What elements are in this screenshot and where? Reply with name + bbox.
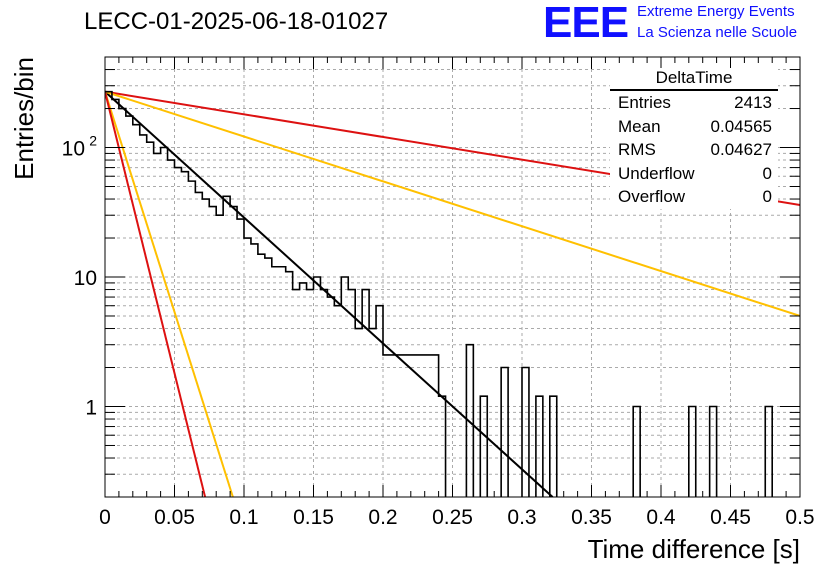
stats-row: Entries 2413	[610, 91, 778, 115]
logo-line-1: Extreme Energy Events	[637, 3, 795, 20]
x-tick-label: 0.5	[785, 506, 814, 529]
stats-row: Mean 0.04565	[610, 115, 778, 139]
x-tick-label: 0.15	[293, 506, 334, 529]
x-ticks	[104, 57, 801, 497]
fit-line	[105, 90, 554, 497]
stats-label: RMS	[618, 140, 656, 159]
stats-value: 0.04627	[710, 140, 772, 159]
fit-line	[105, 90, 800, 317]
y-tick-label: 10	[62, 138, 85, 161]
stats-value: 0.04565	[710, 116, 772, 136]
y-axis-label: Entries/bin	[9, 57, 39, 180]
stats-value: 2413	[734, 93, 772, 112]
fit-line	[105, 91, 234, 497]
histogram-outline	[105, 90, 773, 497]
x-tick-label: 0.45	[710, 506, 751, 529]
x-tick-label: 0.05	[154, 506, 195, 529]
y-ticks	[105, 69, 800, 475]
stats-row: RMS 0.04627	[610, 138, 778, 162]
stats-label: Entries	[618, 93, 671, 112]
stats-box: DeltaTime Entries 2413 Mean 0.04565 RMS …	[610, 68, 778, 209]
chart-title: LECC-01-2025-06-18-01027	[84, 8, 389, 35]
stats-value: 0	[762, 187, 772, 206]
stats-name: DeltaTime	[610, 68, 778, 91]
stats-row: Overflow 0	[610, 185, 778, 209]
y-tick-exponent: 2	[89, 133, 97, 149]
stats-label: Mean	[618, 116, 661, 136]
x-tick-label: 0	[99, 506, 111, 529]
stats-label: Overflow	[618, 187, 686, 206]
x-tick-label: 0.4	[646, 506, 676, 529]
grid	[105, 57, 800, 497]
logo-line-2: La Scienza nelle Scuole	[637, 24, 798, 41]
x-tick-label: 0.3	[507, 506, 536, 529]
stats-value: 0	[762, 163, 772, 183]
y-tick-label: 10	[74, 267, 97, 290]
fit-line	[105, 91, 207, 497]
histogram-bins	[105, 90, 773, 497]
x-axis-label: Time difference [s]	[588, 534, 800, 564]
eee-logo: EEE	[543, 0, 629, 47]
stats-label: Underflow	[618, 163, 695, 183]
y-tick-label: 1	[85, 396, 97, 419]
x-tick-label: 0.1	[229, 506, 258, 529]
x-tick-label: 0.25	[432, 506, 473, 529]
x-tick-label: 0.2	[368, 506, 397, 529]
x-tick-label: 0.35	[571, 506, 612, 529]
stats-row: Underflow 0	[610, 162, 778, 186]
